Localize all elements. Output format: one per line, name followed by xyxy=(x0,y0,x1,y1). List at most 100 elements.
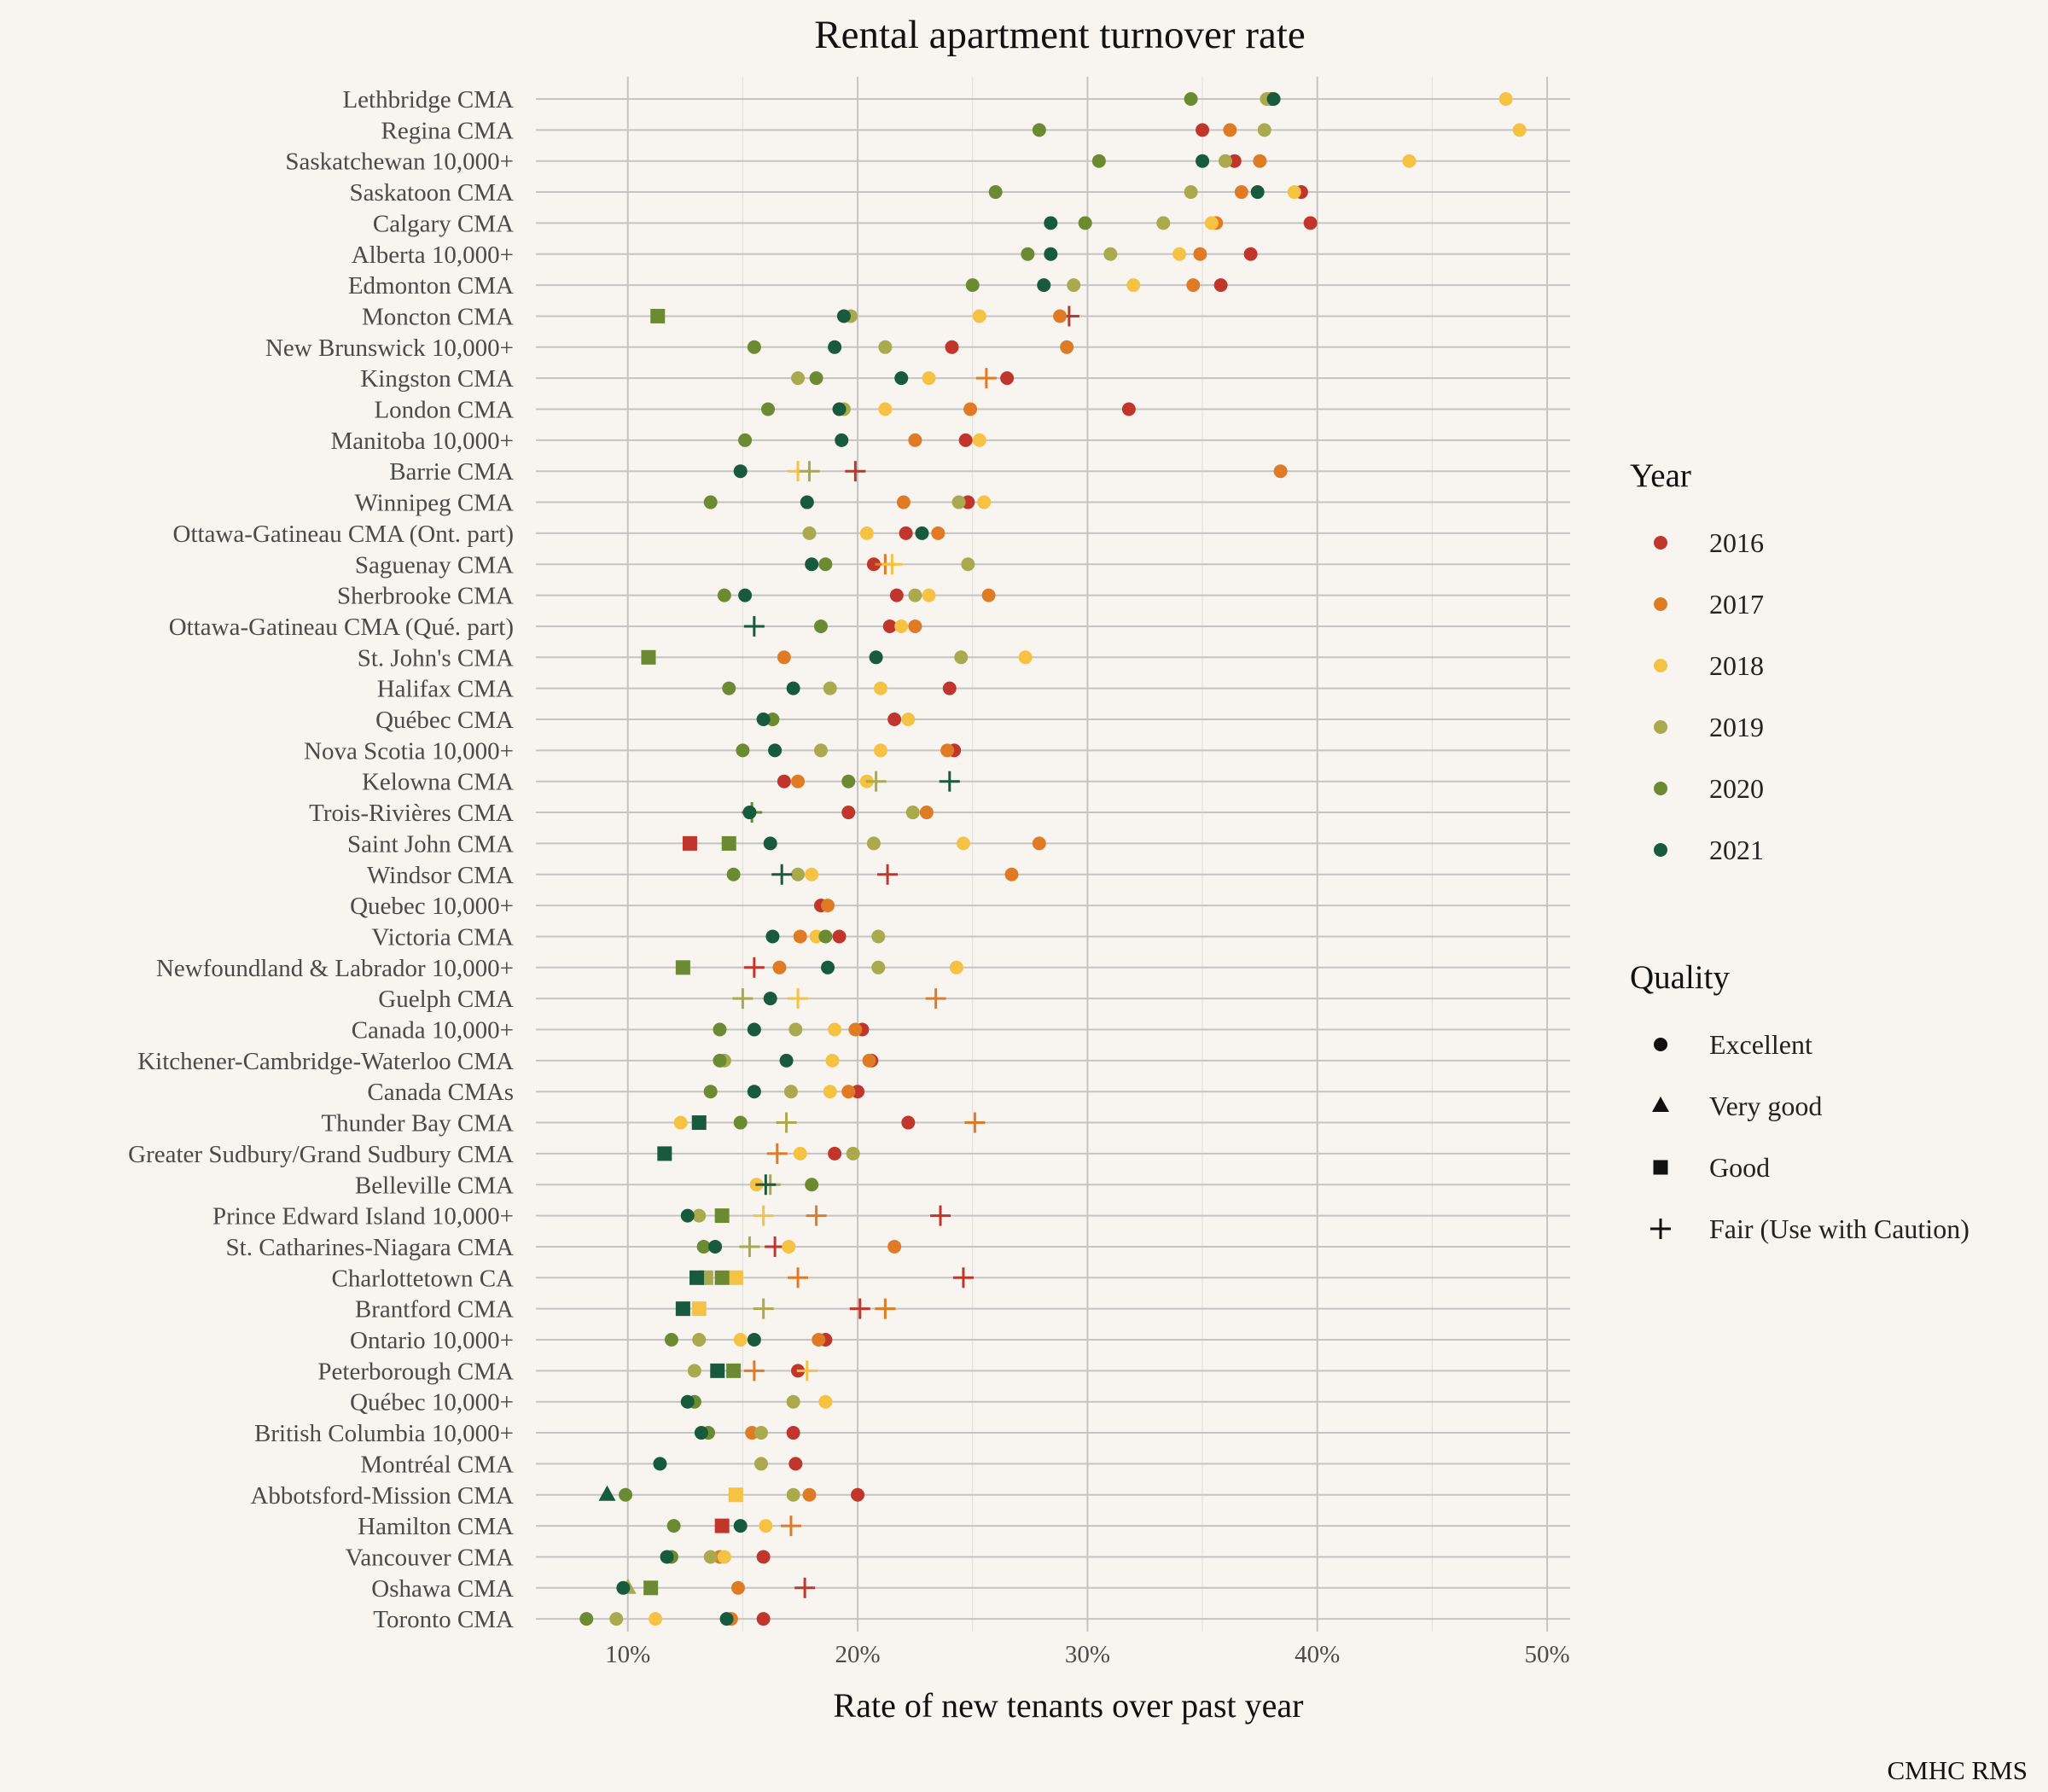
category-label: Calgary CMA xyxy=(373,210,514,237)
data-point-2020 xyxy=(579,1612,594,1626)
x-axis-title: Rate of new tenants over past year xyxy=(834,1686,1304,1725)
data-point-2017 xyxy=(1004,867,1019,881)
data-point-2020 xyxy=(664,1333,678,1347)
data-point-2021 xyxy=(708,1239,723,1254)
data-point-2019 xyxy=(776,1112,797,1133)
data-point-2016 xyxy=(832,929,847,944)
category-label: Hamilton CMA xyxy=(358,1513,514,1540)
data-point-2019 xyxy=(865,771,887,792)
data-point-2020 xyxy=(818,557,833,572)
legend-label-year: 2017 xyxy=(1709,589,1764,620)
data-point-2017 xyxy=(887,1239,902,1254)
data-point-2017 xyxy=(1273,464,1288,479)
data-point-2017 xyxy=(848,1022,863,1037)
data-point-2016 xyxy=(866,557,881,572)
legend-label-quality: Very good xyxy=(1709,1091,1822,1121)
data-point-2017 xyxy=(793,929,807,944)
data-point-2021 xyxy=(771,864,793,885)
data-point-2016 xyxy=(777,774,791,788)
data-point-2018 xyxy=(972,309,986,323)
data-point-2017 xyxy=(1223,123,1237,137)
data-point-2021 xyxy=(747,1085,761,1099)
legend-key-quality xyxy=(1650,1219,1671,1239)
data-point-2018 xyxy=(922,371,936,386)
category-label: British Columbia 10,000+ xyxy=(254,1420,514,1447)
data-point-2016 xyxy=(849,1298,870,1319)
data-point-2018 xyxy=(673,1115,688,1130)
data-point-2016 xyxy=(841,806,856,820)
data-point-2021 xyxy=(786,681,800,695)
data-point-2020 xyxy=(726,1363,742,1378)
data-point-2017 xyxy=(766,1143,788,1164)
data-point-2019 xyxy=(783,1085,798,1099)
legend-label-year: 2021 xyxy=(1709,835,1764,865)
data-point-2019 xyxy=(961,557,975,572)
category-label: Ottawa-Gatineau CMA (Qué. part) xyxy=(169,614,514,641)
data-point-2019 xyxy=(753,1426,768,1440)
data-point-2016 xyxy=(714,1518,730,1533)
data-point-2016 xyxy=(877,864,899,885)
category-label: Edmonton CMA xyxy=(348,272,514,300)
category-label: Ontario 10,000+ xyxy=(350,1327,514,1354)
data-point-2021 xyxy=(836,309,851,323)
data-point-2018 xyxy=(878,402,893,416)
category-label: Trois-Rivières CMA xyxy=(309,800,514,827)
x-tick-label: 40% xyxy=(1295,1641,1340,1668)
data-point-2020 xyxy=(714,1270,730,1285)
data-point-2018 xyxy=(922,588,936,602)
data-point-2016 xyxy=(942,681,957,695)
data-point-2018 xyxy=(1018,650,1033,665)
data-point-2020 xyxy=(818,929,833,944)
data-point-2017 xyxy=(1053,309,1068,323)
data-point-2017 xyxy=(896,495,911,509)
category-label: Alberta 10,000+ xyxy=(352,241,514,269)
data-point-2016 xyxy=(845,461,866,482)
category-label: Lethbridge CMA xyxy=(342,86,514,113)
legend-key-2016 xyxy=(1654,536,1667,550)
data-point-2019 xyxy=(846,1146,860,1161)
data-point-2018 xyxy=(1512,123,1527,137)
data-point-2016 xyxy=(958,433,973,447)
chart-title: Rental apartment turnover rate xyxy=(814,13,1306,57)
data-point-2021 xyxy=(835,433,849,447)
data-point-2020 xyxy=(643,1580,659,1596)
data-point-2017 xyxy=(788,1267,809,1289)
data-point-2020 xyxy=(733,1115,748,1130)
data-point-2019 xyxy=(802,526,817,540)
data-point-2017 xyxy=(975,368,997,389)
data-point-2020 xyxy=(1078,216,1092,230)
category-label: Toronto CMA xyxy=(373,1606,514,1633)
data-point-2020 xyxy=(988,185,1003,200)
category-label: Nova Scotia 10,000+ xyxy=(304,737,514,765)
category-label: Guelph CMA xyxy=(378,986,514,1013)
data-point-2019 xyxy=(786,1394,800,1409)
data-point-2020 xyxy=(813,619,828,633)
data-point-2020 xyxy=(666,1519,681,1533)
data-point-2017 xyxy=(780,1516,801,1537)
data-point-2018 xyxy=(691,1301,707,1317)
data-point-2017 xyxy=(875,1298,896,1319)
data-point-2020 xyxy=(703,1085,718,1099)
category-label: Abbotsford-Mission CMA xyxy=(250,1482,514,1510)
data-point-2018 xyxy=(793,1146,807,1161)
data-point-2018 xyxy=(874,743,887,758)
data-point-2018 xyxy=(825,1053,840,1068)
data-point-2017 xyxy=(964,1112,986,1133)
data-point-2018 xyxy=(805,867,819,881)
data-point-2021 xyxy=(616,1580,631,1595)
data-point-2021 xyxy=(763,992,777,1006)
data-point-2018 xyxy=(977,495,992,509)
data-point-2020 xyxy=(965,278,980,293)
data-point-2021 xyxy=(869,650,883,665)
data-point-2021 xyxy=(747,1333,761,1347)
data-point-2020 xyxy=(721,835,736,851)
data-point-2019 xyxy=(732,988,753,1009)
data-point-2017 xyxy=(908,619,922,633)
data-point-2019 xyxy=(753,1457,768,1471)
legend-key-quality xyxy=(1652,1097,1669,1112)
data-point-2017 xyxy=(791,774,806,788)
data-point-2017 xyxy=(806,1205,827,1226)
category-label: Montréal CMA xyxy=(360,1451,514,1478)
data-point-2020 xyxy=(641,649,656,665)
data-point-2020 xyxy=(650,308,666,323)
